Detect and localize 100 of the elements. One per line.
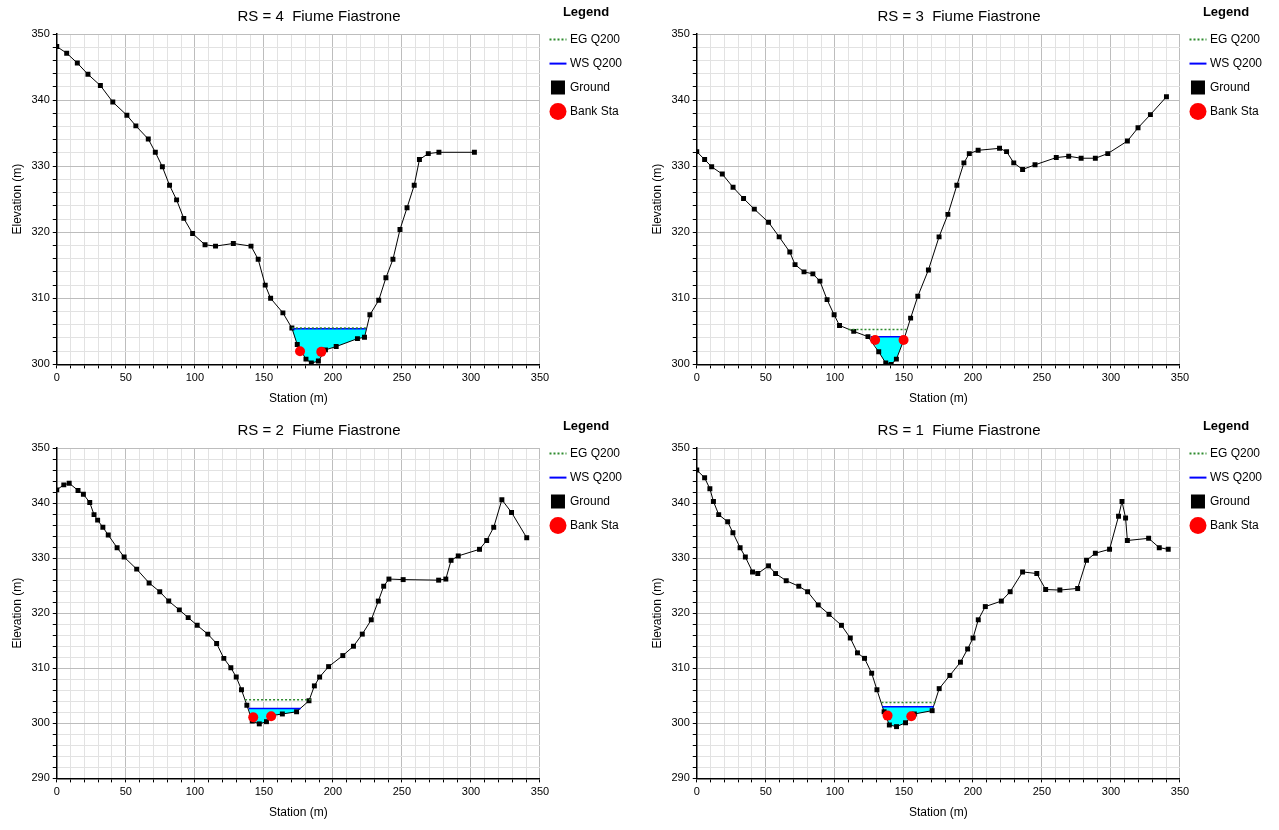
point — [894, 724, 900, 730]
point — [773, 571, 779, 577]
y-tick-label: 340 — [31, 93, 50, 106]
point — [1053, 155, 1059, 161]
point — [368, 617, 374, 623]
point — [100, 524, 106, 530]
x-tick-label: 300 — [1101, 371, 1121, 384]
point — [1078, 155, 1084, 161]
point — [159, 164, 165, 170]
x-tick-label: 350 — [1170, 371, 1190, 384]
point — [477, 546, 482, 552]
point — [766, 563, 772, 569]
point — [1147, 112, 1153, 118]
point — [982, 604, 988, 610]
point — [124, 112, 130, 118]
y-axis-title: Elevation (m) — [649, 577, 664, 649]
point — [783, 578, 789, 584]
point — [1124, 538, 1130, 543]
point — [751, 206, 757, 212]
point — [133, 123, 139, 129]
legend-label: Bank Sta — [1209, 517, 1259, 532]
point — [416, 157, 422, 163]
point — [796, 583, 802, 589]
point — [870, 334, 881, 345]
x-tick-label: 200 — [323, 371, 343, 384]
point — [716, 512, 722, 518]
point — [256, 721, 262, 727]
point — [221, 655, 227, 661]
x-tick-label: 300 — [1101, 785, 1121, 798]
point — [230, 241, 236, 246]
x-tick-label: 50 — [119, 371, 132, 384]
x-tick-label: 50 — [759, 371, 772, 384]
point — [755, 571, 761, 577]
point — [737, 545, 743, 551]
y-axis-title: Elevation (m) — [649, 163, 664, 235]
point — [725, 519, 731, 525]
point — [815, 602, 821, 608]
y-tick-label: 300 — [31, 716, 50, 729]
point — [166, 598, 172, 604]
point — [87, 500, 93, 505]
point — [801, 269, 807, 275]
point — [966, 151, 972, 157]
point — [874, 687, 880, 693]
point — [1004, 149, 1010, 155]
legend-title: Legend — [562, 418, 610, 434]
y-tick-label: 310 — [31, 291, 50, 304]
point — [1092, 550, 1098, 556]
x-axis-title: Station (m) — [909, 391, 968, 406]
point — [110, 99, 116, 105]
point — [264, 719, 269, 725]
point — [719, 171, 725, 177]
point — [957, 659, 963, 665]
x-tick-label: 150 — [254, 371, 274, 384]
point — [248, 712, 259, 723]
x-tick-label: 150 — [894, 785, 914, 798]
point — [936, 686, 942, 692]
point — [1057, 587, 1063, 593]
point — [730, 184, 736, 190]
x-tick-label: 50 — [119, 785, 132, 798]
x-axis-title: Station (m) — [269, 391, 328, 406]
x-tick-label: 350 — [530, 785, 550, 798]
point — [471, 149, 477, 155]
x-tick-label: 200 — [963, 785, 983, 798]
point — [375, 598, 381, 604]
point — [315, 358, 321, 364]
point — [898, 334, 909, 345]
point — [134, 566, 140, 572]
point — [1084, 557, 1089, 563]
point — [975, 617, 981, 623]
y-tick-label: 300 — [671, 357, 690, 370]
legend-label: WS Q200 — [1209, 55, 1263, 70]
point — [152, 149, 158, 155]
point — [455, 553, 461, 559]
x-axis-title: Station (m) — [269, 805, 328, 820]
y-axis-title: Elevation (m) — [9, 577, 24, 649]
point — [64, 50, 70, 56]
point — [707, 486, 713, 492]
point — [524, 535, 530, 541]
y-tick-label: 330 — [671, 551, 690, 564]
point — [213, 243, 218, 249]
point — [443, 576, 449, 582]
legend-title: Legend — [1202, 4, 1250, 20]
point — [303, 356, 309, 362]
point — [340, 653, 346, 659]
point — [181, 215, 187, 221]
point — [882, 710, 893, 721]
point — [929, 708, 935, 714]
x-tick-label: 0 — [693, 785, 700, 798]
point — [268, 295, 274, 301]
point — [709, 164, 715, 170]
point — [509, 509, 515, 515]
point — [1075, 585, 1081, 591]
x-tick-label: 100 — [825, 371, 844, 384]
point — [74, 60, 80, 66]
point — [185, 615, 191, 621]
point — [386, 576, 392, 582]
point — [893, 356, 899, 362]
point — [862, 655, 867, 661]
point — [311, 683, 317, 689]
point — [167, 182, 173, 188]
